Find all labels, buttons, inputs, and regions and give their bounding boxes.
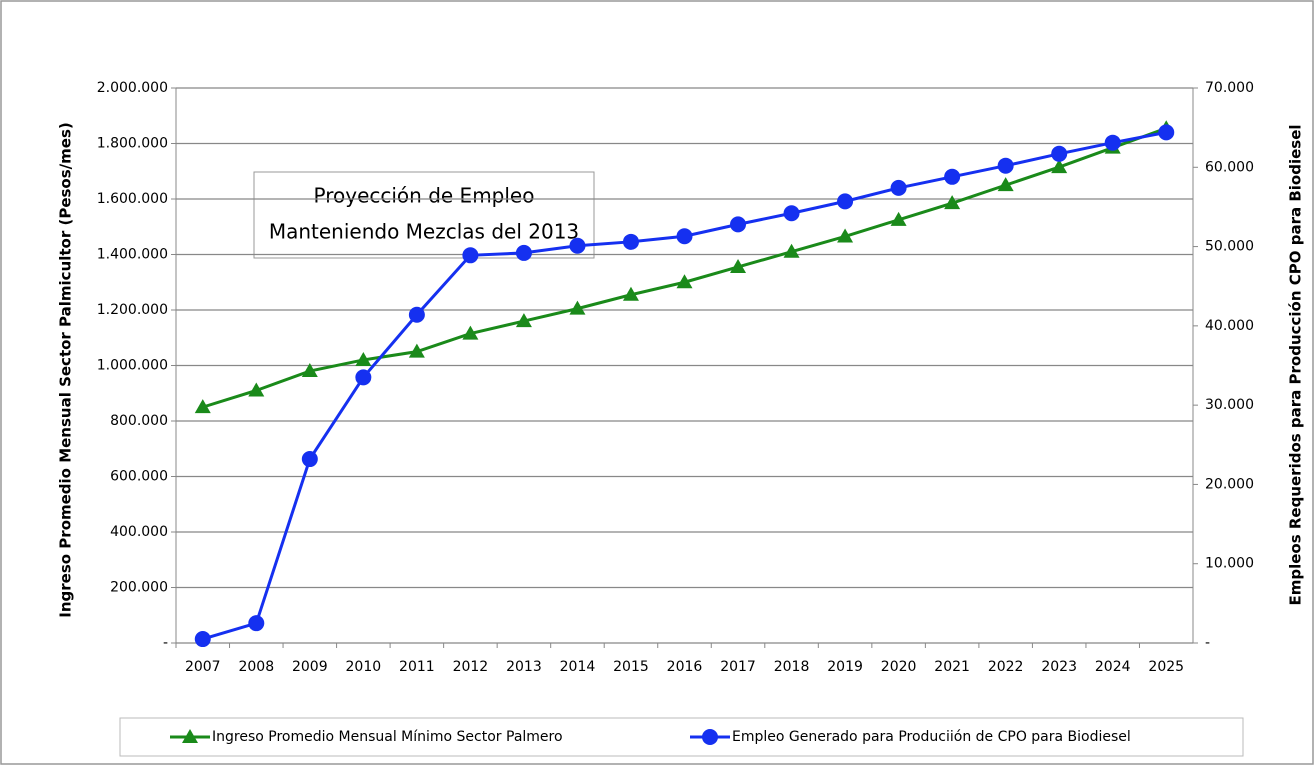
data-point <box>890 179 907 196</box>
data-point <box>248 615 265 632</box>
data-point <box>569 237 586 254</box>
y-tick-label: 1.600.000 <box>97 191 168 207</box>
x-tick-label: 2015 <box>613 659 649 675</box>
data-point <box>890 211 907 226</box>
data-point <box>730 216 747 233</box>
y-tick-label: 1.000.000 <box>97 358 168 374</box>
y-tick-label: 400.000 <box>110 524 168 540</box>
x-tick-label: 2018 <box>774 659 810 675</box>
data-point <box>783 243 800 258</box>
data-point <box>997 177 1014 192</box>
data-point <box>462 247 479 264</box>
data-point <box>1051 159 1068 174</box>
y-tick-label: 2.000.000 <box>97 80 168 96</box>
data-point <box>783 205 800 222</box>
x-tick-label: 2019 <box>827 659 863 675</box>
x-tick-label: 2020 <box>881 659 917 675</box>
legend-label: Empleo Generado para Produciión de CPO p… <box>732 729 1131 745</box>
legend <box>119 717 1244 757</box>
data-point <box>408 306 425 323</box>
data-point <box>1104 134 1121 151</box>
data-point <box>997 157 1014 174</box>
data-point <box>730 258 747 273</box>
x-tick-label: 2010 <box>346 659 382 675</box>
x-tick-label: 2008 <box>238 659 274 675</box>
data-point <box>355 351 372 366</box>
x-tick-label: 2017 <box>720 659 756 675</box>
annotation: Proyección de Empleo <box>314 184 535 208</box>
legend-marker <box>182 729 198 743</box>
y-tick-label: 1.800.000 <box>97 136 168 152</box>
x-tick-label: 2024 <box>1095 659 1131 675</box>
y2-tick-label: 30.000 <box>1205 397 1254 413</box>
data-point <box>194 631 211 648</box>
legend-label: Ingreso Promedio Mensual Mínimo Sector P… <box>212 729 563 745</box>
data-point <box>944 195 961 210</box>
y-tick-label: 800.000 <box>110 413 168 429</box>
data-point <box>515 313 532 328</box>
legend-marker <box>702 729 718 745</box>
x-tick-label: 2014 <box>560 659 596 675</box>
x-tick-label: 2013 <box>506 659 542 675</box>
x-tick-label: 2016 <box>667 659 703 675</box>
data-point <box>1051 145 1068 162</box>
y-tick-label: 600.000 <box>110 469 168 485</box>
x-tick-label: 2009 <box>292 659 328 675</box>
y2-tick-label: - <box>1205 635 1210 651</box>
data-point <box>622 286 639 301</box>
data-point <box>515 244 532 261</box>
data-point <box>837 228 854 243</box>
annotation: Manteniendo Mezclas del 2013 <box>269 220 579 244</box>
x-tick-label: 2023 <box>1041 659 1077 675</box>
y-tick-label: - <box>163 635 168 651</box>
y-tick-label: 1.200.000 <box>97 302 168 318</box>
annotation-box <box>253 171 595 259</box>
y-tick-label: 200.000 <box>110 580 168 596</box>
y-axis-label: Ingreso Promedio Mensual Sector Palmicul… <box>57 122 75 617</box>
data-point <box>408 343 425 358</box>
data-point <box>622 233 639 250</box>
x-tick-label: 2022 <box>988 659 1024 675</box>
y2-tick-label: 40.000 <box>1205 318 1254 334</box>
data-point <box>301 363 318 378</box>
data-point <box>1158 124 1175 141</box>
data-point <box>355 369 372 386</box>
data-point <box>194 399 211 414</box>
data-point <box>301 451 318 468</box>
data-point <box>248 382 265 397</box>
x-tick-label: 2012 <box>453 659 489 675</box>
y2-tick-label: 60.000 <box>1205 159 1254 175</box>
y-tick-label: 1.400.000 <box>97 247 168 263</box>
data-point <box>676 274 693 289</box>
x-tick-label: 2007 <box>185 659 221 675</box>
data-point <box>944 168 961 185</box>
x-tick-label: 2025 <box>1148 659 1184 675</box>
data-point <box>837 193 854 210</box>
y2-tick-label: 70.000 <box>1205 80 1254 96</box>
y2-tick-label: 20.000 <box>1205 476 1254 492</box>
data-point <box>462 325 479 340</box>
y2-tick-label: 10.000 <box>1205 556 1254 572</box>
data-point <box>676 228 693 245</box>
y2-axis-label: Empleos Requeridos para Producción CPO p… <box>1287 124 1305 605</box>
data-point <box>569 300 586 315</box>
x-tick-label: 2021 <box>934 659 970 675</box>
y2-tick-label: 50.000 <box>1205 239 1254 255</box>
x-tick-label: 2011 <box>399 659 435 675</box>
